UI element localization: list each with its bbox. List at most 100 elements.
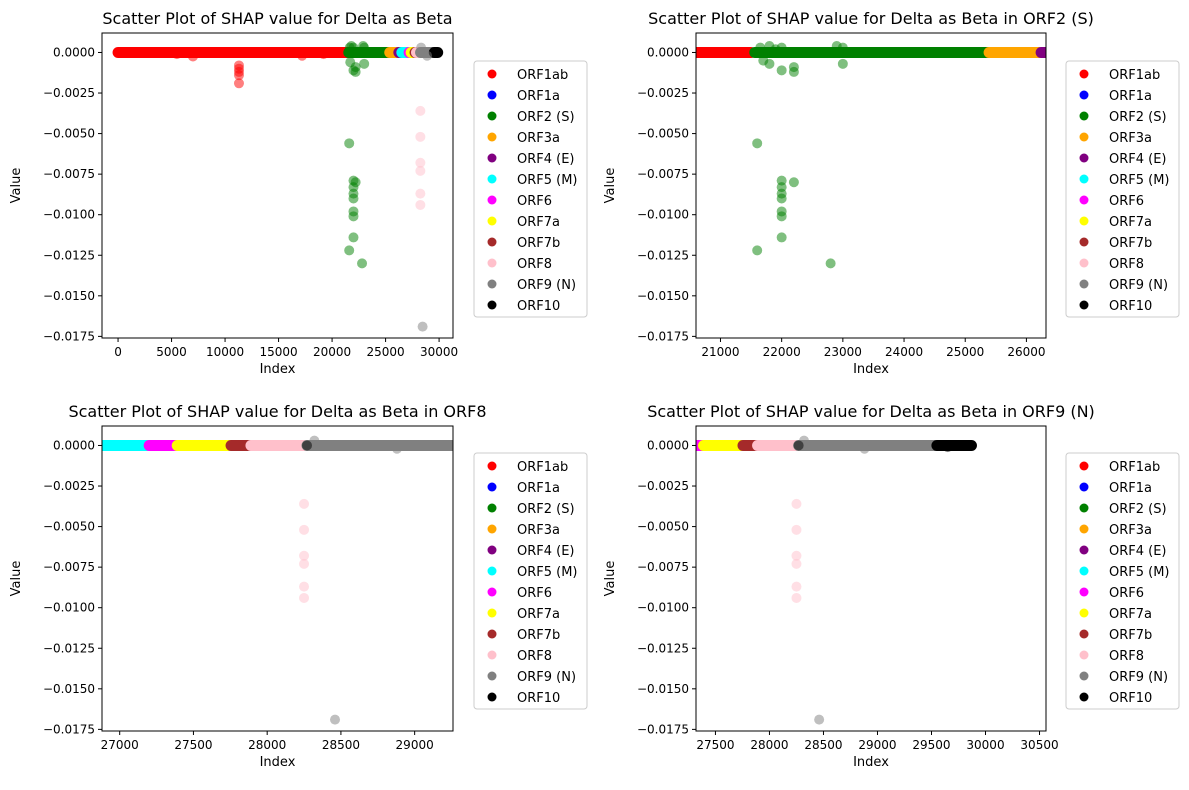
legend-label: ORF4 (E) bbox=[1109, 152, 1167, 167]
legend-box bbox=[1065, 60, 1180, 318]
y-tick-label: −0.0075 bbox=[637, 560, 689, 574]
y-tick-label: −0.0025 bbox=[43, 479, 95, 493]
data-point bbox=[791, 524, 802, 535]
legend-label: ORF4 (E) bbox=[517, 544, 575, 559]
data-point bbox=[791, 550, 802, 561]
y-tick-label: −0.0100 bbox=[637, 208, 689, 222]
legend-label: ORF9 (N) bbox=[1109, 670, 1168, 685]
legend-marker bbox=[1079, 503, 1089, 513]
data-point bbox=[752, 138, 763, 149]
legend-marker bbox=[1079, 237, 1089, 247]
data-point bbox=[837, 58, 848, 69]
legend-label: ORF2 (S) bbox=[517, 110, 575, 125]
data-point bbox=[776, 193, 787, 204]
legend-label: ORF6 bbox=[517, 586, 552, 601]
legend-marker bbox=[487, 692, 497, 702]
legend-label: ORF2 (S) bbox=[1109, 502, 1167, 517]
y-tick-label: −0.0175 bbox=[43, 722, 95, 736]
data-point bbox=[814, 714, 825, 725]
x-tick-label: 23000 bbox=[824, 345, 862, 359]
data-point bbox=[942, 442, 953, 453]
legend-label: ORF8 bbox=[1109, 649, 1144, 664]
legend-label: ORF7b bbox=[517, 628, 560, 643]
data-point bbox=[837, 42, 848, 53]
plot-frame bbox=[101, 425, 454, 732]
y-tick-label: −0.0075 bbox=[637, 167, 689, 181]
data-point bbox=[299, 524, 310, 535]
data-point bbox=[415, 131, 426, 142]
legend-marker bbox=[1079, 524, 1089, 534]
legend-label: ORF5 (M) bbox=[1109, 173, 1170, 188]
plot-area bbox=[696, 40, 1046, 269]
legend-marker bbox=[1079, 545, 1089, 555]
y-tick-label: −0.0125 bbox=[43, 641, 95, 655]
legend-marker bbox=[1079, 300, 1089, 310]
legend-label: ORF9 (N) bbox=[517, 278, 576, 293]
data-point bbox=[415, 188, 426, 199]
legend-marker bbox=[487, 132, 497, 142]
x-tick-label: 27500 bbox=[174, 738, 212, 752]
data-point bbox=[752, 245, 763, 256]
data-point bbox=[171, 49, 182, 60]
legend-label: ORF7a bbox=[1109, 215, 1152, 230]
legend-marker bbox=[487, 216, 497, 226]
y-axis-label: Value bbox=[603, 561, 618, 597]
data-point bbox=[415, 165, 426, 176]
legend-marker bbox=[487, 608, 497, 618]
x-tick-label: 25000 bbox=[946, 345, 984, 359]
y-tick-label: 0.0000 bbox=[647, 45, 689, 59]
legend-label: ORF1ab bbox=[1109, 460, 1160, 475]
legend-label: ORF6 bbox=[1109, 194, 1144, 209]
legend: ORF1ab ORF1a ORF2 (S) ORF3a ORF4 (E) ORF5 (M)… bbox=[1065, 60, 1180, 318]
x-axis-label: Index bbox=[853, 755, 889, 770]
legend: ORF1ab ORF1a ORF2 (S) ORF3a ORF4 (E) ORF5 (M)… bbox=[473, 60, 588, 318]
legend-label: ORF4 (E) bbox=[517, 152, 575, 167]
data-point bbox=[348, 232, 359, 243]
y-tick-label: −0.0025 bbox=[637, 86, 689, 100]
legend-label: ORF1a bbox=[1109, 481, 1152, 496]
data-point bbox=[233, 78, 244, 89]
y-tick-label: −0.0050 bbox=[637, 127, 689, 141]
data-point bbox=[299, 550, 310, 561]
data-point bbox=[415, 199, 426, 210]
y-tick-label: −0.0150 bbox=[637, 289, 689, 303]
x-tick-label: 28500 bbox=[322, 738, 360, 752]
legend-marker bbox=[1079, 671, 1089, 681]
x-tick-label: 28000 bbox=[248, 738, 286, 752]
legend-box bbox=[1065, 452, 1180, 710]
y-tick-label: −0.0050 bbox=[637, 520, 689, 534]
legend-marker bbox=[487, 461, 497, 471]
x-tick-label: 29000 bbox=[396, 738, 434, 752]
legend-label: ORF8 bbox=[517, 257, 552, 272]
x-tick-label: 5000 bbox=[156, 345, 187, 359]
legend: ORF1ab ORF1a ORF2 (S) ORF3a ORF4 (E) ORF5 (M)… bbox=[473, 452, 588, 710]
legend-marker bbox=[487, 587, 497, 597]
data-point bbox=[416, 42, 427, 53]
legend-label: ORF6 bbox=[1109, 586, 1144, 601]
plot-frame bbox=[101, 32, 454, 339]
y-tick-label: −0.0100 bbox=[637, 601, 689, 615]
x-tick-label: 29500 bbox=[912, 738, 950, 752]
x-tick-label: 26000 bbox=[1007, 345, 1045, 359]
legend-label: ORF1ab bbox=[517, 68, 568, 83]
data-point bbox=[299, 498, 310, 509]
legend-label: ORF7a bbox=[1109, 607, 1152, 622]
legend-label: ORF6 bbox=[517, 194, 552, 209]
legend-label: ORF10 bbox=[1109, 691, 1152, 706]
legend-marker bbox=[1079, 629, 1089, 639]
data-point bbox=[297, 50, 308, 61]
legend-marker bbox=[1079, 174, 1089, 184]
y-tick-label: −0.0175 bbox=[637, 722, 689, 736]
data-point bbox=[825, 258, 836, 269]
x-tick-label: 22000 bbox=[763, 345, 801, 359]
x-tick-label: 30500 bbox=[1020, 738, 1058, 752]
chart-title: Scatter Plot of SHAP value for Delta as … bbox=[68, 402, 486, 421]
y-tick-label: 0.0000 bbox=[647, 438, 689, 452]
x-tick-label: 10000 bbox=[206, 345, 244, 359]
legend: ORF1ab ORF1a ORF2 (S) ORF3a ORF4 (E) ORF5 (M)… bbox=[1065, 452, 1180, 710]
data-point bbox=[357, 258, 368, 269]
y-tick-label: −0.0150 bbox=[43, 289, 95, 303]
x-tick-label: 25000 bbox=[366, 345, 404, 359]
y-tick-label: −0.0075 bbox=[43, 560, 95, 574]
